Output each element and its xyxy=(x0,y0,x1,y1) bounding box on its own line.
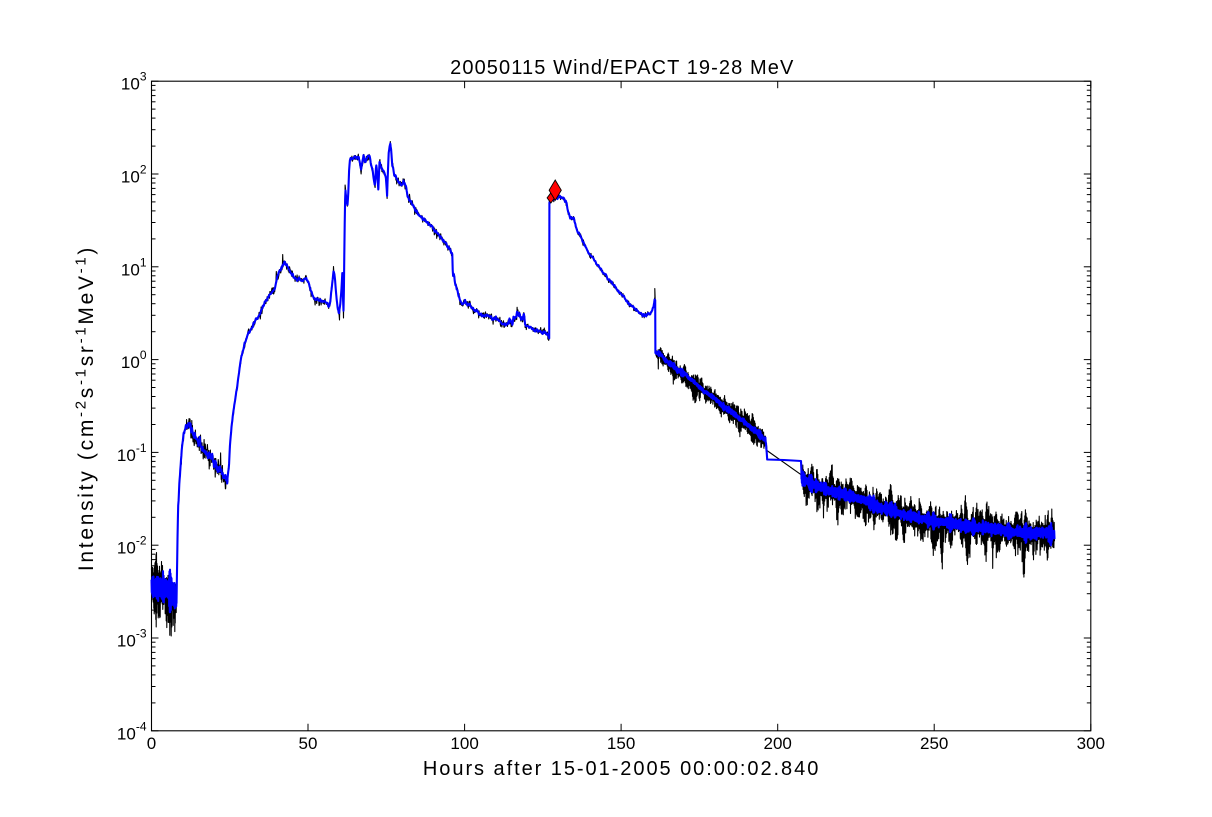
svg-text:20050115 Wind/EPACT 19-28 MeV: 20050115 Wind/EPACT 19-28 MeV xyxy=(450,57,794,79)
svg-text:0: 0 xyxy=(147,734,156,753)
svg-text:300: 300 xyxy=(1077,734,1105,753)
svg-text:200: 200 xyxy=(764,734,792,753)
svg-text:250: 250 xyxy=(920,734,948,753)
svg-text:150: 150 xyxy=(607,734,635,753)
svg-text:100: 100 xyxy=(450,734,478,753)
svg-text:Hours after 15-01-2005 00:00:0: Hours after 15-01-2005 00:00:02.840 xyxy=(423,758,820,780)
svg-text:50: 50 xyxy=(299,734,318,753)
